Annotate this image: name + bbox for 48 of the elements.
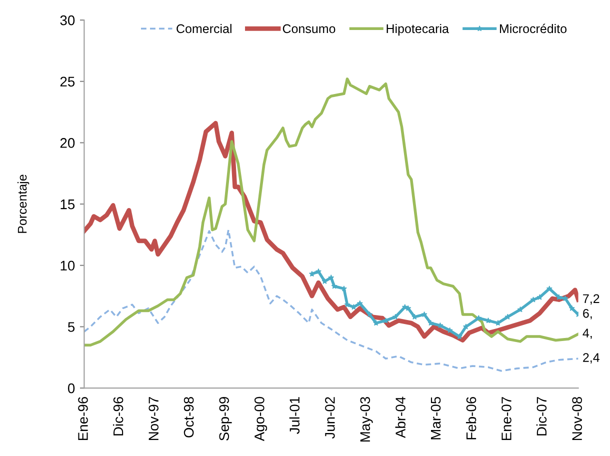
- point: [428, 320, 434, 326]
- annotation: 2,4: [583, 353, 600, 364]
- point: [366, 311, 373, 318]
- legend-label: Comercial: [176, 24, 232, 34]
- x-tick-label: Ene-07: [502, 397, 512, 440]
- point: [517, 306, 524, 312]
- y-tick-label: 25: [60, 76, 75, 87]
- point: [315, 268, 322, 274]
- point: [462, 324, 469, 330]
- x-tick-label: Sep-99: [219, 397, 232, 441]
- point: [356, 300, 363, 306]
- point: [476, 315, 482, 321]
- x-tick-label: Jul-01: [289, 397, 300, 434]
- y-tick-label: 20: [60, 138, 75, 148]
- point: [568, 305, 575, 311]
- annotation: 7,2: [583, 294, 600, 305]
- point: [556, 294, 562, 300]
- point: [392, 314, 398, 320]
- point: [328, 274, 334, 280]
- y-tick-label: 30: [60, 15, 75, 26]
- y-tick-label: 0: [68, 383, 75, 394]
- y-tick-label: 10: [60, 260, 75, 271]
- x-tick-label: Dic-07: [536, 397, 547, 436]
- annotation: 6,: [583, 308, 592, 320]
- x-tick-label: Abr-04: [395, 396, 406, 438]
- x-tick-label: Nov-97: [148, 397, 159, 440]
- annotation: 4,: [582, 328, 592, 339]
- point: [331, 283, 338, 289]
- x-tick-label: Dic-96: [113, 397, 124, 436]
- x-tick-label: Jun-02: [325, 397, 335, 439]
- legend-label: Microcrédito: [500, 24, 567, 34]
- line-series: [84, 78, 578, 347]
- x-tick-label: Feb-06: [466, 396, 476, 440]
- point: [421, 311, 428, 318]
- line-series: [84, 120, 578, 342]
- y-axis-title: Porcentaje: [17, 174, 30, 233]
- x-tick-label: Mar-05: [430, 396, 441, 440]
- x-tick-label: Ago-00: [254, 396, 268, 442]
- legend-label: Consumo: [282, 24, 336, 34]
- x-tick-label: Nov-08: [572, 396, 582, 440]
- x-tick-label: Oct-98: [184, 396, 194, 438]
- point: [536, 294, 543, 300]
- x-tick-label: May-03: [360, 396, 373, 442]
- legend-label: Hipotecaria: [386, 24, 449, 36]
- x-tick-label: Ene-96: [78, 396, 88, 440]
- line-series: [84, 228, 578, 372]
- y-tick-label: 15: [60, 200, 75, 210]
- y-tick-label: 5: [68, 322, 75, 332]
